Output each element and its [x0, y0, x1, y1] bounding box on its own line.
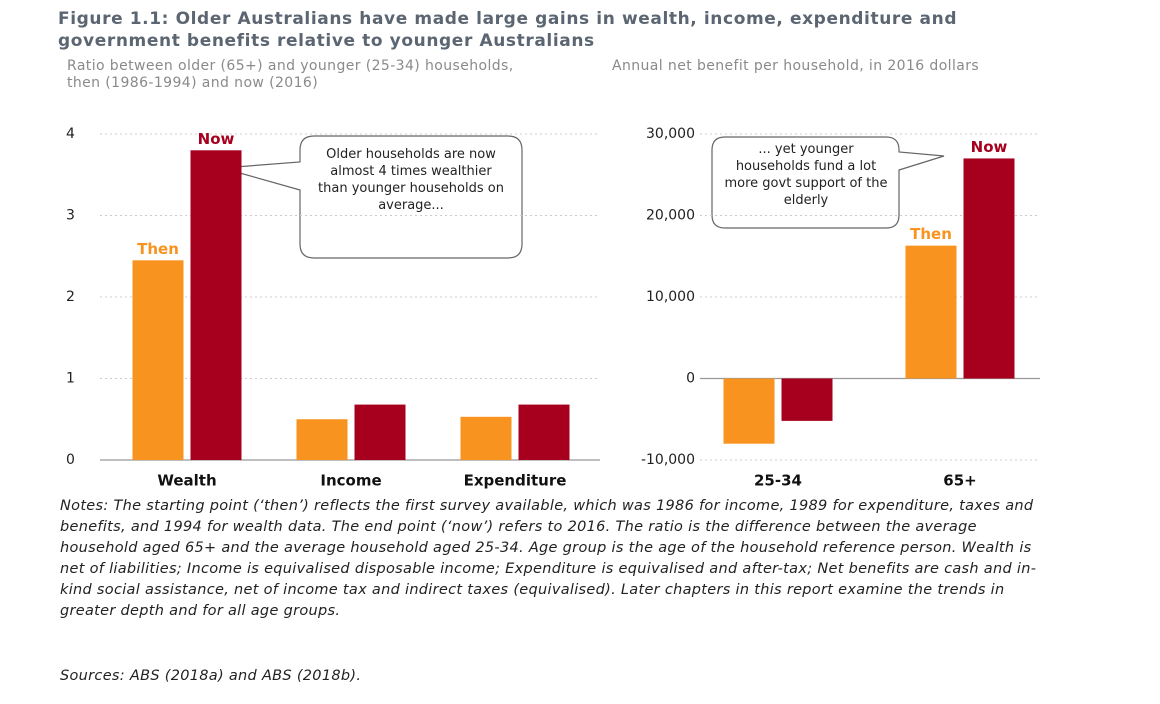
series-label: Now	[198, 130, 235, 148]
y-axis-label: Ratio between older (65+) and younger (2…	[67, 58, 514, 91]
bar	[354, 404, 406, 460]
bar	[296, 419, 348, 460]
y-tick-label: -10,000	[641, 452, 695, 468]
x-tick-label: Wealth	[157, 472, 216, 490]
annotation: Older households are now almost 4 times …	[318, 147, 504, 213]
x-tick-label: 65+	[943, 472, 976, 490]
y-tick-label: 3	[66, 208, 75, 224]
series-label: Then	[137, 240, 179, 258]
bar	[723, 378, 775, 444]
y-tick-label: 20,000	[646, 208, 695, 224]
bar	[190, 150, 242, 461]
x-tick-label: Income	[320, 472, 381, 490]
y-tick-label: 4	[66, 126, 75, 142]
callout-box	[711, 136, 945, 229]
bar	[460, 416, 512, 460]
y-tick-label: 10,000	[646, 289, 695, 305]
y-tick-label: 1	[66, 371, 75, 387]
y-tick-label: 30,000	[646, 126, 695, 142]
x-tick-label: 25-34	[754, 472, 802, 490]
bar	[132, 260, 184, 460]
annotation: ... yet younger households fund a lot mo…	[724, 142, 888, 208]
bar	[518, 404, 570, 460]
bar	[781, 378, 833, 421]
bar	[905, 245, 957, 379]
figure-title: Figure 1.1: Older Australians have made …	[58, 9, 958, 51]
y-tick-label: 0	[66, 452, 75, 468]
callout-box	[221, 135, 523, 259]
sources: Sources: ABS (2018a) and ABS (2018b).	[60, 668, 362, 684]
y-tick-label: 0	[686, 371, 695, 387]
series-label: Now	[971, 138, 1008, 156]
y-axis-label: Annual net benefit per household, in 201…	[612, 58, 980, 74]
x-tick-label: Expenditure	[464, 472, 567, 490]
series-label: Then	[910, 225, 952, 243]
bar	[963, 158, 1015, 379]
y-tick-label: 2	[66, 289, 75, 305]
notes: Notes: The starting point (‘then’) refle…	[60, 498, 1037, 619]
